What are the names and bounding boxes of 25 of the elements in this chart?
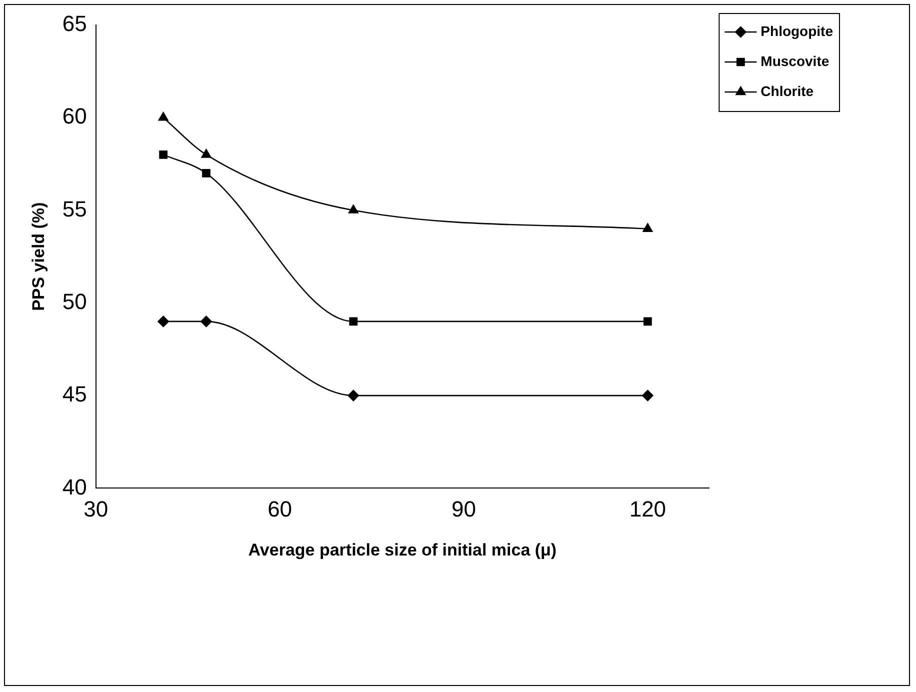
point bbox=[348, 204, 358, 214]
legend-label: Chlorite bbox=[760, 82, 814, 99]
x-tick-label: 90 bbox=[452, 496, 476, 522]
y-tick-label: 55 bbox=[62, 196, 87, 222]
y-tick-label: 45 bbox=[62, 382, 87, 407]
y-tick-label: 50 bbox=[62, 288, 87, 314]
point bbox=[158, 316, 169, 328]
y-axis-title: PPS yield (%) bbox=[28, 202, 48, 311]
y-tick-label: 60 bbox=[62, 104, 87, 129]
legend-label: Muscovite bbox=[760, 52, 830, 69]
point bbox=[642, 223, 653, 232]
x-tick-label: 120 bbox=[629, 496, 666, 522]
point bbox=[202, 169, 210, 178]
point bbox=[348, 390, 360, 402]
point bbox=[201, 149, 212, 158]
point bbox=[159, 150, 168, 159]
x-tick-label: 60 bbox=[268, 496, 292, 522]
point bbox=[644, 317, 652, 326]
y-tick-label: 65 bbox=[62, 11, 87, 36]
point bbox=[200, 316, 212, 328]
point bbox=[349, 317, 358, 326]
legend-label: Phlogopite bbox=[760, 22, 834, 39]
point bbox=[642, 390, 654, 402]
point bbox=[158, 112, 168, 121]
x-axis-title: Average particle size of initial mica (μ) bbox=[248, 540, 557, 560]
